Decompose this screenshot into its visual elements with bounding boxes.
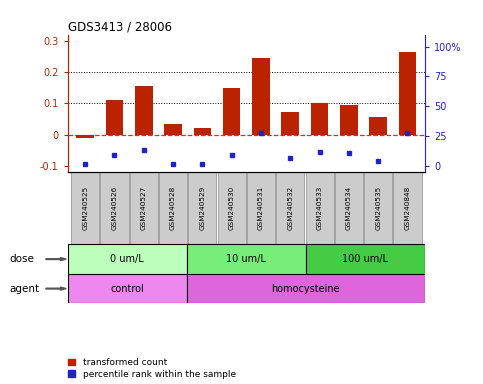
Text: GSM240530: GSM240530 — [228, 186, 235, 230]
Bar — [100, 172, 128, 244]
Bar — [71, 172, 99, 244]
Legend: transformed count, percentile rank within the sample: transformed count, percentile rank withi… — [67, 358, 237, 379]
Bar — [311, 103, 328, 135]
Bar — [159, 172, 187, 244]
Text: GSM240535: GSM240535 — [375, 186, 381, 230]
Bar — [68, 274, 187, 303]
Bar — [306, 172, 334, 244]
Text: GSM240526: GSM240526 — [112, 186, 117, 230]
Bar — [194, 128, 211, 135]
Bar — [130, 172, 158, 244]
Bar — [223, 88, 241, 135]
Text: GSM240534: GSM240534 — [346, 186, 352, 230]
Bar — [335, 172, 363, 244]
Bar — [340, 105, 357, 135]
Bar — [398, 52, 416, 135]
Bar — [393, 172, 422, 244]
Bar — [364, 172, 392, 244]
Text: GSM240529: GSM240529 — [199, 186, 205, 230]
Bar — [247, 172, 275, 244]
Bar — [68, 244, 187, 274]
Bar — [76, 135, 94, 138]
Bar — [135, 86, 153, 135]
Text: dose: dose — [10, 254, 35, 264]
Bar — [187, 274, 425, 303]
Bar — [218, 172, 246, 244]
Bar — [106, 100, 123, 135]
Text: GSM240532: GSM240532 — [287, 186, 293, 230]
Text: agent: agent — [10, 284, 40, 294]
Bar — [252, 58, 270, 135]
Text: 100 um/L: 100 um/L — [342, 254, 388, 264]
Text: control: control — [110, 284, 144, 294]
Bar — [276, 172, 304, 244]
Bar — [164, 124, 182, 135]
Bar — [282, 112, 299, 135]
Text: GDS3413 / 28006: GDS3413 / 28006 — [68, 20, 171, 33]
Text: GSM240531: GSM240531 — [258, 186, 264, 230]
Text: GSM240848: GSM240848 — [404, 186, 411, 230]
Text: GSM240525: GSM240525 — [82, 186, 88, 230]
Text: 10 um/L: 10 um/L — [227, 254, 266, 264]
Bar — [187, 244, 306, 274]
Text: GSM240533: GSM240533 — [316, 186, 323, 230]
Text: GSM240527: GSM240527 — [141, 186, 147, 230]
Bar — [188, 172, 216, 244]
Bar — [369, 116, 387, 135]
Text: GSM240528: GSM240528 — [170, 186, 176, 230]
Text: 0 um/L: 0 um/L — [110, 254, 144, 264]
Text: homocysteine: homocysteine — [271, 284, 340, 294]
Bar — [306, 244, 425, 274]
